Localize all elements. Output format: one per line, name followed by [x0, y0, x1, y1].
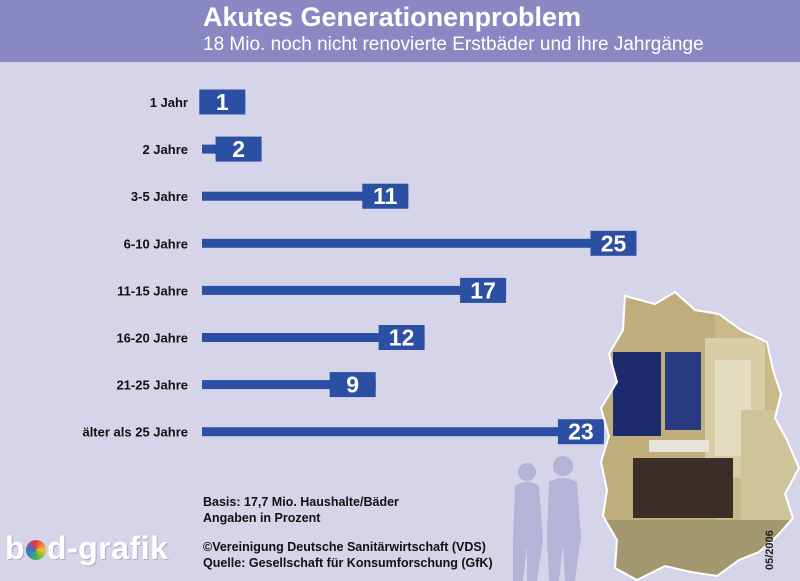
bar-value-label: 17 — [470, 277, 496, 303]
bar-value-label: 2 — [232, 136, 245, 162]
notes: Basis: 17,7 Mio. Haushalte/Bäder Angaben… — [203, 494, 399, 526]
chart-title: Akutes Generationenproblem — [203, 2, 582, 32]
category-label: 3-5 Jahre — [131, 189, 188, 204]
category-label: 21-25 Jahre — [116, 378, 188, 393]
bar-value-box — [590, 230, 637, 256]
category-label: 2 Jahre — [142, 142, 188, 157]
chart-subtitle: 18 Mio. noch nicht renovierte Erstbäder … — [203, 34, 704, 55]
header-band: Akutes Generationenproblem 18 Mio. noch … — [0, 0, 800, 62]
source-note: Quelle: Gesellschaft für Konsumforschung… — [203, 556, 493, 570]
bar-value-box — [215, 136, 262, 162]
copyright-note: ©Vereinigung Deutsche Sanitärwirtschaft … — [203, 540, 486, 554]
bar-value-box — [557, 419, 604, 445]
silhouette-people — [513, 456, 581, 581]
bar — [202, 380, 376, 390]
bar — [202, 191, 409, 201]
bathroom-germany-map-image — [513, 290, 800, 581]
logo-color-circle — [26, 540, 47, 560]
bar — [202, 285, 507, 295]
bar-value-label: 12 — [389, 325, 415, 351]
bar — [202, 333, 425, 342]
bar-value-box — [460, 277, 507, 303]
category-label: älter als 25 Jahre — [82, 425, 188, 440]
bar-value-label: 23 — [568, 419, 594, 445]
bar-value-box — [362, 183, 409, 209]
category-label: 16-20 Jahre — [116, 331, 188, 346]
basis-note: Basis: 17,7 Mio. Haushalte/Bäder — [203, 495, 399, 509]
category-label: 6-10 Jahre — [124, 236, 188, 251]
bar-value-box — [199, 89, 246, 115]
bar-value-box — [329, 372, 376, 398]
bar-value-label: 9 — [346, 372, 359, 398]
bar-value-label: 1 — [216, 89, 229, 115]
bar-value-box — [378, 325, 425, 350]
bar-chart: 1 Jahr 1 2 Jahre 2 3-5 Jahre 11 6-10 Jahre 25 11… — [82, 89, 637, 445]
logo-text-start: b — [5, 530, 26, 566]
bad-grafik-logo: b d-grafik — [5, 530, 168, 567]
unit-note: Angaben in Prozent — [203, 511, 321, 525]
logo-text-end: d-grafik — [47, 530, 169, 566]
bar — [202, 427, 604, 437]
bar-value-label: 25 — [601, 230, 627, 256]
publication-date: 05/2006 — [764, 530, 776, 570]
bar — [202, 238, 637, 248]
category-label: 1 Jahr — [150, 95, 188, 110]
category-label: 11-15 Jahre — [117, 283, 188, 298]
credits: ©Vereinigung Deutsche Sanitärwirtschaft … — [203, 539, 493, 571]
bar-value-label: 11 — [373, 183, 398, 209]
